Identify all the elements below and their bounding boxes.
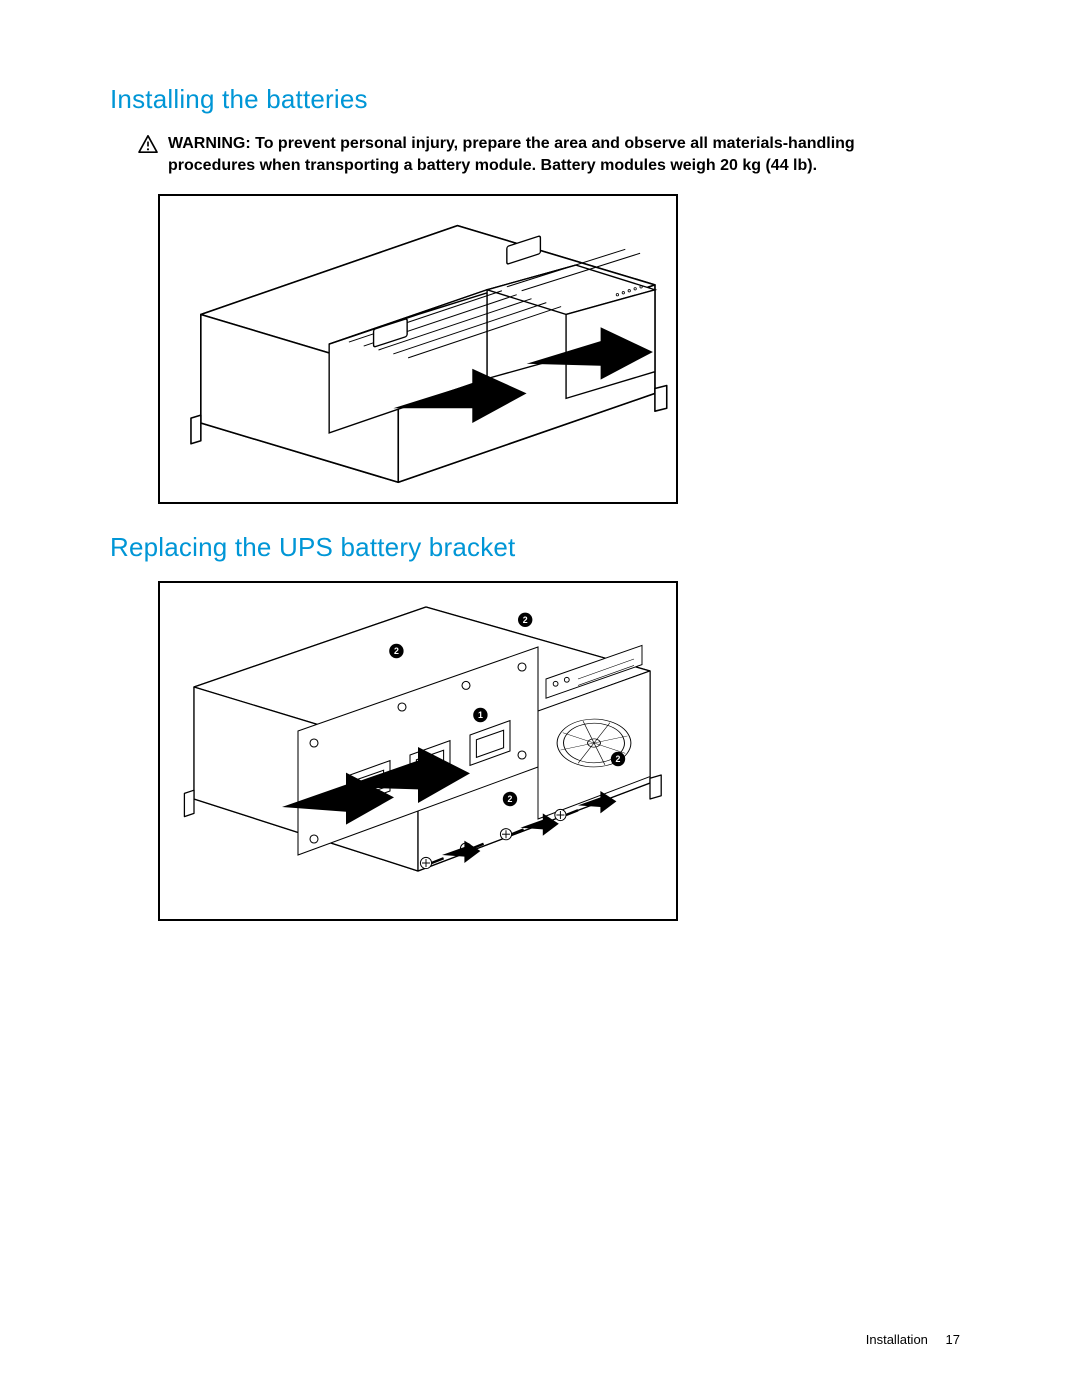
warning-label: WARNING: bbox=[168, 135, 251, 152]
figure-replacing-bracket: 2 2 1 2 2 bbox=[158, 581, 678, 921]
footer-section: Installation bbox=[866, 1332, 928, 1347]
warning-body: To prevent personal injury, prepare the … bbox=[168, 135, 855, 174]
warning-block: WARNING: To prevent personal injury, pre… bbox=[138, 133, 898, 176]
document-page: Installing the batteries WARNING: To pre… bbox=[0, 0, 1080, 1397]
heading-installing-batteries: Installing the batteries bbox=[110, 84, 980, 115]
heading-replacing-bracket: Replacing the UPS battery bracket bbox=[110, 532, 980, 563]
warning-triangle-icon bbox=[138, 135, 158, 153]
footer-page-number: 17 bbox=[946, 1332, 960, 1347]
warning-text: WARNING: To prevent personal injury, pre… bbox=[168, 133, 898, 176]
figure-installing-batteries bbox=[158, 194, 678, 504]
svg-text:2: 2 bbox=[508, 794, 513, 804]
svg-text:2: 2 bbox=[523, 615, 528, 625]
svg-text:1: 1 bbox=[478, 710, 483, 720]
page-footer: Installation 17 bbox=[866, 1332, 960, 1347]
svg-text:2: 2 bbox=[394, 646, 399, 656]
svg-text:2: 2 bbox=[616, 754, 621, 764]
